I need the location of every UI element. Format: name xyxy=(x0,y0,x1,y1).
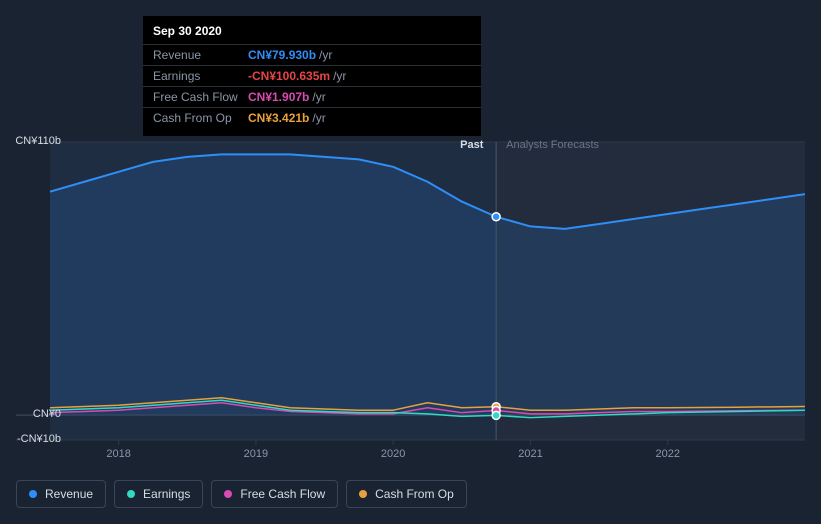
y-axis-label: CN¥110b xyxy=(1,135,61,147)
forecast-label: Analysts Forecasts xyxy=(506,139,599,151)
legend-dot-icon xyxy=(224,490,232,498)
x-axis-label: 2019 xyxy=(244,448,268,460)
financials-chart[interactable] xyxy=(16,122,805,452)
tooltip-row: Cash From OpCN¥3.421b/yr xyxy=(143,107,481,128)
x-axis-label: 2018 xyxy=(106,448,130,460)
legend-dot-icon xyxy=(359,490,367,498)
tooltip-metric-label: Cash From Op xyxy=(153,111,248,125)
legend-item-revenue[interactable]: Revenue xyxy=(16,480,106,508)
y-axis-label: CN¥0 xyxy=(1,408,61,420)
y-axis-label: -CN¥10b xyxy=(1,433,61,445)
tooltip-metric-unit: /yr xyxy=(319,48,332,62)
legend-dot-icon xyxy=(127,490,135,498)
x-axis-label: 2022 xyxy=(655,448,679,460)
tooltip-metric-value: CN¥79.930b xyxy=(248,48,316,62)
x-axis-label: 2020 xyxy=(381,448,405,460)
tooltip-metric-unit: /yr xyxy=(312,111,325,125)
tooltip-date: Sep 30 2020 xyxy=(143,24,481,44)
legend-dot-icon xyxy=(29,490,37,498)
tooltip-metric-label: Revenue xyxy=(153,48,248,62)
tooltip-metric-value: -CN¥100.635m xyxy=(248,69,330,83)
x-axis-label: 2021 xyxy=(518,448,542,460)
tooltip-metric-value: CN¥3.421b xyxy=(248,111,309,125)
tooltip-metric-value: CN¥1.907b xyxy=(248,90,309,104)
legend-item-earnings[interactable]: Earnings xyxy=(114,480,203,508)
legend-label: Free Cash Flow xyxy=(240,487,325,501)
legend-item-cash-from-op[interactable]: Cash From Op xyxy=(346,480,467,508)
tooltip-metric-label: Earnings xyxy=(153,69,248,83)
chart-tooltip: Sep 30 2020 RevenueCN¥79.930b/yrEarnings… xyxy=(143,16,481,136)
legend-item-free-cash-flow[interactable]: Free Cash Flow xyxy=(211,480,338,508)
legend-label: Revenue xyxy=(45,487,93,501)
tooltip-metric-unit: /yr xyxy=(333,69,346,83)
tooltip-row: Earnings-CN¥100.635m/yr xyxy=(143,65,481,86)
legend-label: Earnings xyxy=(143,487,190,501)
chart-legend: Revenue Earnings Free Cash Flow Cash From O… xyxy=(16,480,467,508)
tooltip-row: Free Cash FlowCN¥1.907b/yr xyxy=(143,86,481,107)
tooltip-metric-label: Free Cash Flow xyxy=(153,90,248,104)
past-label: Past xyxy=(460,139,483,151)
tooltip-row: RevenueCN¥79.930b/yr xyxy=(143,44,481,65)
tooltip-metric-unit: /yr xyxy=(312,90,325,104)
legend-label: Cash From Op xyxy=(375,487,454,501)
